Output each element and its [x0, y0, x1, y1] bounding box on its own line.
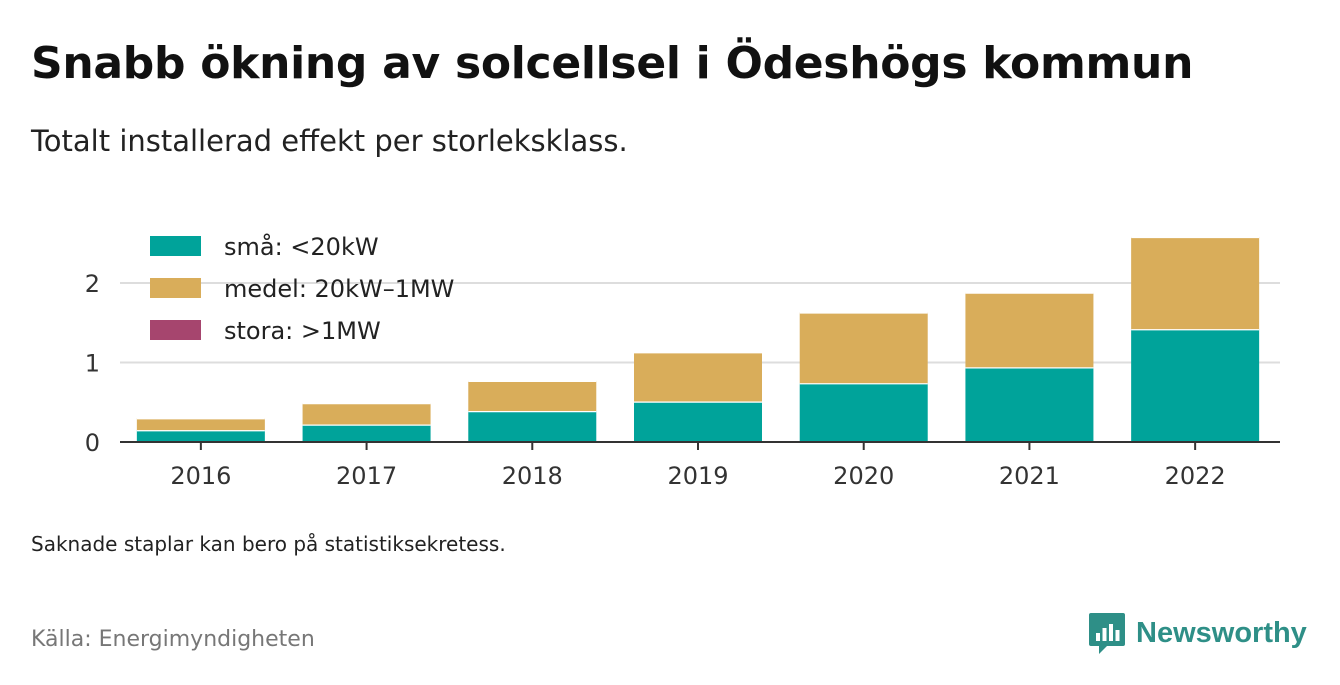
x-tick-label: 2017: [336, 462, 397, 490]
x-tick-label: 2021: [999, 462, 1060, 490]
legend-label-1: medel: 20kW–1MW: [224, 275, 454, 303]
stacked-bar-chart: 0 1 2 2016 2017 2018 2019 2020 2021 2022 små: <20…: [85, 232, 1280, 490]
legend-swatch-1: [150, 278, 201, 298]
y-tick-label: 1: [85, 350, 100, 378]
chart-subtitle: Totalt installerad effekt per storlekskl…: [31, 124, 628, 158]
legend-label-0: små: <20kW: [224, 232, 379, 261]
legend-swatch-2: [150, 320, 201, 340]
legend-label-2: stora: >1MW: [224, 317, 381, 345]
newsworthy-logo-icon: [1089, 613, 1125, 654]
x-tick-label: 2020: [833, 462, 894, 490]
bar-2019-series-1: [634, 352, 762, 402]
brand-label: Newsworthy: [1136, 616, 1307, 649]
bar-2017-series-1: [302, 403, 431, 425]
x-tick-label: 2022: [1165, 462, 1226, 490]
bar-2016-series-0: [136, 430, 265, 442]
footnote: Saknade staplar kan bero på statistiksek…: [31, 532, 506, 556]
bar-2016-series-1: [136, 418, 265, 431]
x-tick-label: 2016: [170, 462, 231, 490]
legend-swatch-0: [150, 236, 201, 256]
x-tick-label: 2018: [502, 462, 563, 490]
source-label: Källa: Energimyndigheten: [31, 627, 315, 652]
bar-2019-series-0: [634, 401, 762, 442]
axes: 0 1 2 2016 2017 2018 2019 2020 2021 2022: [85, 270, 1280, 490]
x-tick-label: 2019: [667, 462, 728, 490]
bar-2020-series-0: [799, 383, 928, 442]
y-tick-label: 0: [85, 429, 100, 457]
bar-2021-series-1: [965, 292, 1094, 368]
bar-2022-series-1: [1131, 236, 1260, 330]
chart-title: Snabb ökning av solcellsel i Ödeshögs ko…: [31, 38, 1194, 89]
bars: [136, 235, 1260, 442]
y-tick-label: 2: [85, 270, 100, 298]
legend: små: <20kW medel: 20kW–1MW stora: >1MW: [150, 232, 454, 345]
bar-2021-series-0: [965, 367, 1094, 442]
bar-2017-series-0: [302, 424, 431, 442]
bar-2018-series-0: [468, 410, 597, 442]
bar-2022-series-0: [1131, 329, 1260, 442]
bar-2020-series-1: [799, 312, 928, 384]
brand[interactable]: Newsworthy: [1088, 611, 1307, 655]
bar-2018-series-1: [468, 380, 597, 411]
